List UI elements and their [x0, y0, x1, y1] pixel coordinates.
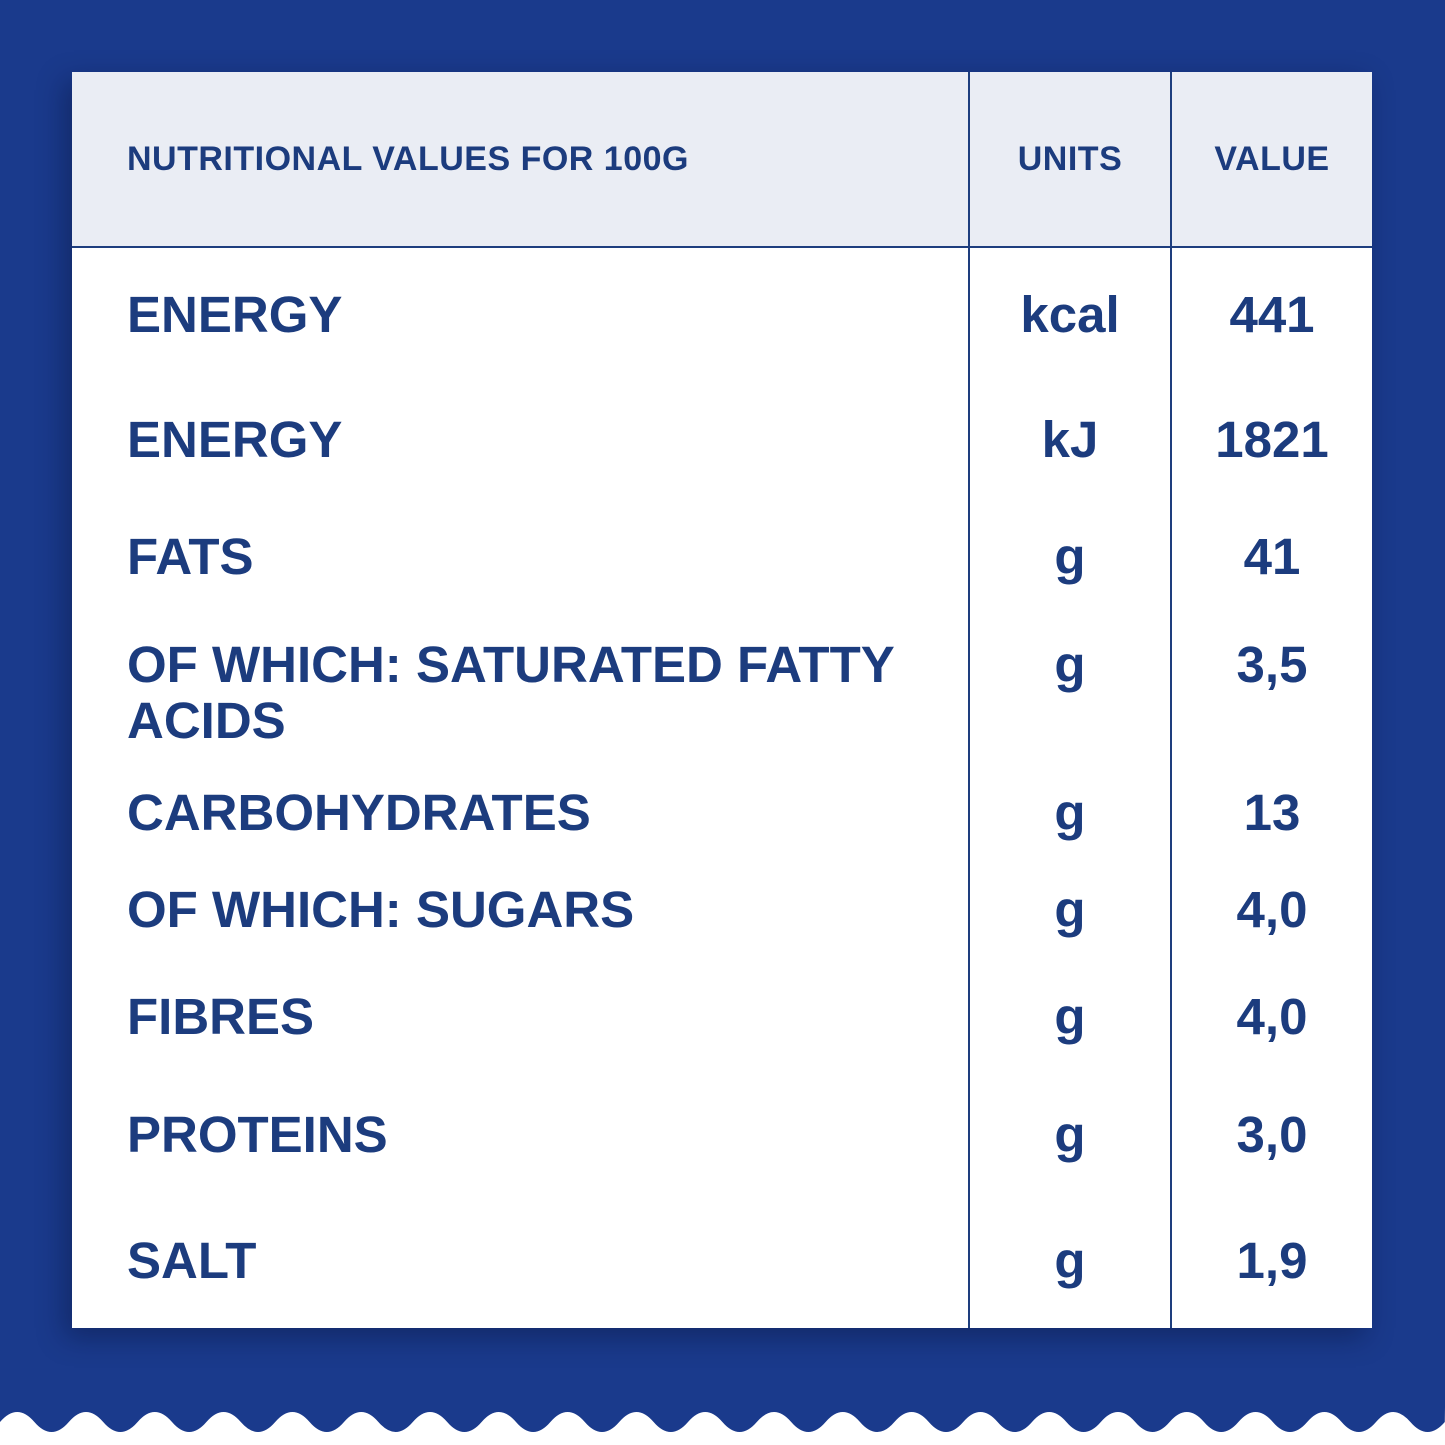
table-row-fibres: FIBRES g 4,0 — [72, 958, 1372, 1075]
row-value: 441 — [1170, 248, 1372, 381]
header-title-text: NUTRITIONAL VALUES FOR 100G — [127, 139, 689, 178]
row-unit: g — [968, 861, 1170, 958]
row-unit: g — [968, 615, 1170, 763]
row-value: 3,5 — [1170, 615, 1372, 763]
row-value: 41 — [1170, 498, 1372, 615]
row-value: 4,0 — [1170, 861, 1372, 958]
table-row-salt: SALT g 1,9 — [72, 1193, 1372, 1328]
row-label: PROTEINS — [127, 1105, 388, 1163]
row-unit: g — [968, 1075, 1170, 1193]
row-unit: kcal — [968, 248, 1170, 381]
row-label: OF WHICH: SUGARS — [127, 881, 635, 938]
row-value: 4,0 — [1170, 958, 1372, 1075]
row-unit: g — [968, 763, 1170, 861]
table-row-energy-kj: ENERGY kJ 1821 — [72, 381, 1372, 498]
scalloped-edge — [0, 1407, 1445, 1432]
row-value: 3,0 — [1170, 1075, 1372, 1193]
row-unit: kJ — [968, 381, 1170, 498]
row-label: ENERGY — [127, 411, 343, 468]
header-value: VALUE — [1170, 72, 1372, 246]
table-row-proteins: PROTEINS g 3,0 — [72, 1075, 1372, 1193]
row-unit: g — [968, 498, 1170, 615]
header-units: UNITS — [968, 72, 1170, 246]
table-row-saturated-fatty-acids: OF WHICH: SATURATED FATTY ACIDS g 3,5 — [72, 615, 1372, 763]
row-label: FIBRES — [127, 988, 315, 1045]
row-value: 1,9 — [1170, 1193, 1372, 1328]
row-label: SALT — [127, 1232, 257, 1289]
table-row-fats: FATS g 41 — [72, 498, 1372, 615]
nutrition-table: NUTRITIONAL VALUES FOR 100G UNITS VALUE … — [72, 72, 1372, 1328]
row-value: 13 — [1170, 763, 1372, 861]
header-units-text: UNITS — [1017, 139, 1123, 178]
row-unit: g — [968, 958, 1170, 1075]
row-unit: g — [968, 1193, 1170, 1328]
row-label: FATS — [127, 528, 254, 585]
row-label: OF WHICH: SATURATED FATTY ACIDS — [127, 636, 895, 749]
row-value: 1821 — [1170, 381, 1372, 498]
table-row-sugars: OF WHICH: SUGARS g 4,0 — [72, 861, 1372, 958]
row-label: CARBOHYDRATES — [127, 783, 591, 841]
header-value-text: VALUE — [1214, 139, 1330, 178]
table-row-carbohydrates: CARBOHYDRATES g 13 — [72, 763, 1372, 861]
row-label: ENERGY — [127, 286, 343, 343]
table-header-row: NUTRITIONAL VALUES FOR 100G UNITS VALUE — [72, 72, 1372, 248]
header-title: NUTRITIONAL VALUES FOR 100G — [72, 72, 968, 246]
table-row-energy-kcal: ENERGY kcal 441 — [72, 248, 1372, 381]
